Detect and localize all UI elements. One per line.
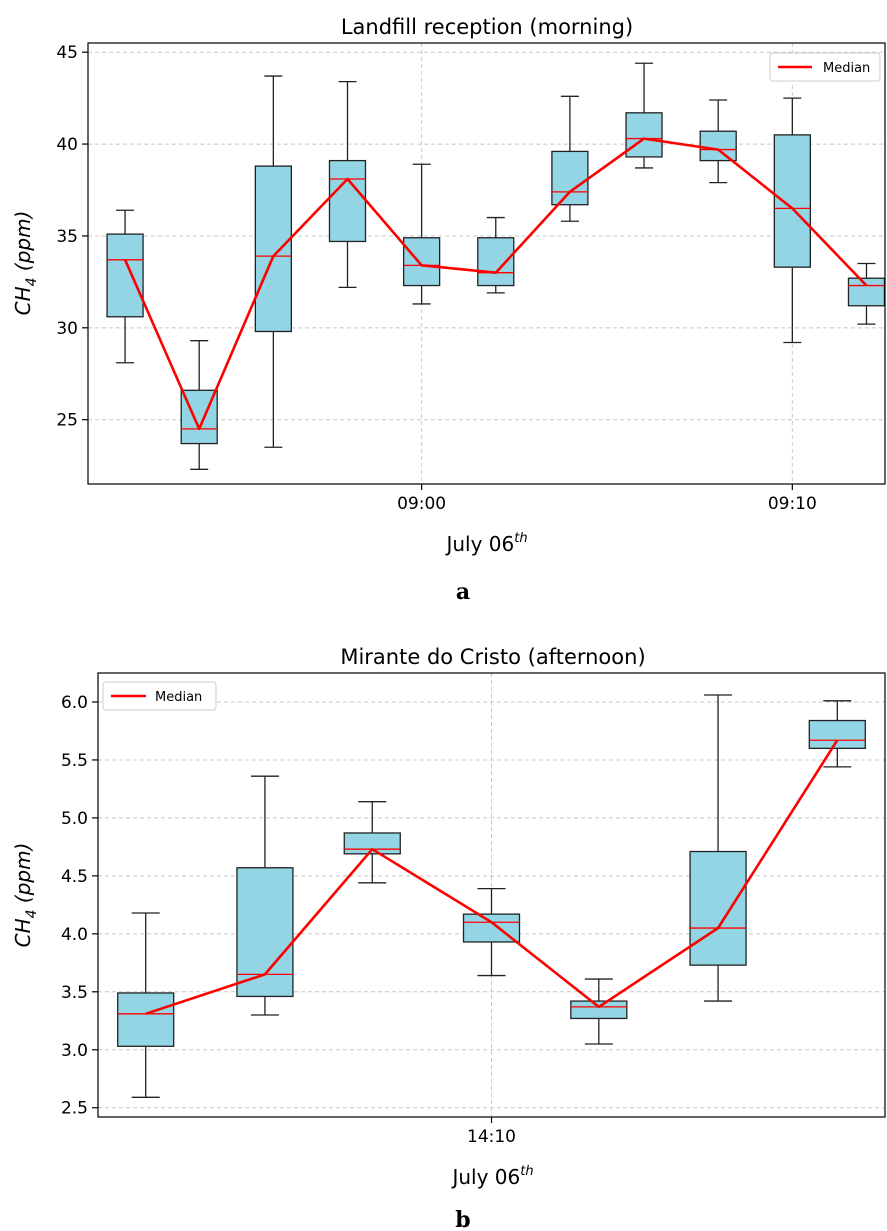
box-iqr <box>106 233 144 318</box>
chart-title: Mirante do Cristo (afternoon) <box>340 645 645 669</box>
box-plot <box>477 216 515 294</box>
y-tick-label: 6.0 <box>61 693 88 713</box>
box-iqr <box>462 913 521 943</box>
y-tick-label: 4.5 <box>61 867 88 887</box>
box-plot <box>236 775 294 1016</box>
box-plot <box>625 62 663 169</box>
y-tick-label: 4.0 <box>61 925 88 945</box>
x-axis-label: July 06th <box>450 1164 533 1189</box>
median-polyline <box>145 739 839 1016</box>
box-iqr <box>236 867 294 998</box>
y-tick-label: 5.5 <box>61 751 88 771</box>
box-iqr <box>117 992 175 1047</box>
legend-median-label: Median <box>823 61 870 76</box>
box-iqr <box>808 719 866 750</box>
box-iqr <box>570 1000 628 1020</box>
box-iqr <box>773 134 811 268</box>
box-plot <box>328 80 367 289</box>
box-plot <box>462 887 521 977</box>
legend: Median <box>769 52 881 82</box>
chart-title: Landfill reception (morning) <box>341 15 633 39</box>
y-axis-label: CH4 (ppm) <box>11 843 40 948</box>
y-tick-label: 25 <box>56 411 78 431</box>
y-tick-label: 45 <box>56 43 78 63</box>
median-line <box>145 739 839 1016</box>
legend: Median <box>102 681 217 711</box>
median-polyline <box>123 137 868 431</box>
box-iqr <box>625 112 663 158</box>
y-tick-label: 35 <box>56 227 78 247</box>
x-axis-ticks: 09:00 09:10 <box>397 484 817 514</box>
box-plot <box>570 978 628 1045</box>
box-plot <box>699 99 737 184</box>
box-iqr <box>699 130 737 162</box>
box-iqr <box>477 237 515 287</box>
box-iqr <box>402 237 441 287</box>
y-axis-ticks: 2.5 3.0 3.5 4.0 4.5 5.0 5.5 6.0 <box>61 693 98 1119</box>
y-axis-label: CH4 (ppm) <box>11 211 40 316</box>
y-tick-label: 5.0 <box>61 809 88 829</box>
box-iqr <box>254 165 292 333</box>
box-plot <box>402 163 441 305</box>
box-plot <box>180 340 218 470</box>
box-plot <box>689 694 747 1002</box>
box-plot <box>808 700 866 768</box>
chart-panel-b: Mirante do Cristo (afternoon) 2.5 3.0 3.5 4… <box>11 645 886 1231</box>
subfigure-label-a: a <box>456 579 470 605</box>
x-tick-label: 09:10 <box>768 494 817 514</box>
box-iqr <box>551 150 589 206</box>
box-iqr <box>689 850 747 966</box>
box-plot <box>254 75 292 448</box>
y-tick-label: 3.0 <box>61 1041 88 1061</box>
box-plot <box>551 95 589 222</box>
box-plot <box>773 97 811 344</box>
legend-median-label: Median <box>155 690 202 705</box>
y-tick-label: 2.5 <box>61 1099 88 1119</box>
subfigure-label-b: b <box>455 1207 470 1231</box>
y-axis-ticks: 25 30 35 40 45 <box>56 43 88 431</box>
x-tick-label: 14:10 <box>467 1127 516 1147</box>
x-axis-label: July 06th <box>444 531 527 556</box>
chart-panel-a: Landfill reception (morning) 2530354045 … <box>11 15 886 605</box>
plot-area-frame <box>87 42 886 485</box>
y-tick-label: 3.5 <box>61 983 88 1003</box>
box-series <box>106 62 886 470</box>
y-tick-label: 30 <box>56 319 78 339</box>
x-tick-label: 09:00 <box>397 494 446 514</box>
box-iqr <box>328 159 367 243</box>
box-plot <box>117 912 175 1098</box>
box-series <box>117 694 866 1098</box>
box-iqr <box>847 277 886 307</box>
median-line <box>123 137 868 431</box>
box-plot <box>106 209 144 364</box>
y-tick-label: 40 <box>56 135 78 155</box>
x-axis-ticks: 14:10 <box>467 1117 516 1147</box>
